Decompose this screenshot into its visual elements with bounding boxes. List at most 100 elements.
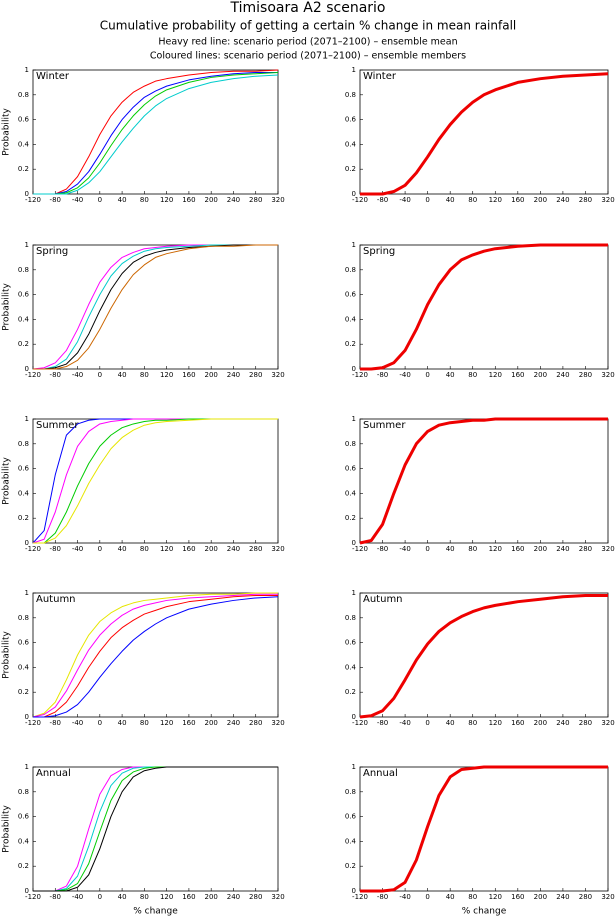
x-tick-label: 80: [468, 371, 477, 379]
x-tick-label: 120: [489, 371, 502, 379]
x-tick-label: 160: [511, 893, 524, 901]
x-tick-label: 320: [271, 545, 284, 553]
x-tick-label: -40: [399, 196, 410, 204]
x-tick-label: 320: [601, 719, 614, 727]
x-tick-label: 80: [468, 719, 477, 727]
y-axis-label: Probability: [2, 457, 12, 505]
y-tick-label: 0.6: [345, 465, 357, 473]
y-tick-label: 0.4: [18, 663, 30, 671]
series-line: [33, 71, 279, 195]
x-tick-label: 200: [204, 545, 217, 553]
y-tick-label: 0: [352, 887, 356, 895]
x-tick-label: 40: [446, 196, 455, 204]
y-tick-label: 1: [352, 66, 356, 74]
x-tick-label: 200: [204, 196, 217, 204]
y-tick-label: 1: [25, 415, 29, 423]
x-tick-label: 320: [271, 719, 284, 727]
x-tick-label: 320: [271, 893, 284, 901]
x-tick-label: 160: [182, 196, 195, 204]
y-tick-label: 0.4: [18, 837, 30, 845]
plot-frame: [359, 244, 609, 370]
x-tick-label: -120: [352, 196, 368, 204]
x-tick-label: 200: [204, 371, 217, 379]
x-tick-label: 120: [160, 545, 173, 553]
x-tick-label: 280: [579, 893, 592, 901]
x-tick-label: -40: [399, 893, 410, 901]
note: Heavy red line: scenario period (2071–21…: [158, 37, 457, 48]
y-tick-label: 0.2: [345, 688, 356, 696]
x-tick-label: -80: [377, 719, 388, 727]
panel-label: Summer: [36, 420, 79, 431]
y-tick-label: 0.8: [18, 91, 29, 99]
title: Timisoara A2 scenario: [230, 0, 386, 16]
x-tick-label: -40: [399, 545, 410, 553]
plot-frame: [359, 766, 609, 892]
y-tick-label: 0.6: [345, 116, 357, 124]
y-tick-label: 0: [25, 887, 29, 895]
plot-frame: [32, 766, 279, 892]
x-tick-label: 80: [140, 893, 149, 901]
x-tick-label: 280: [249, 545, 262, 553]
series-line: [359, 417, 608, 545]
y-tick-label: 0.4: [345, 315, 357, 323]
x-tick-label: 200: [534, 545, 547, 553]
x-tick-label: 320: [601, 893, 614, 901]
y-tick-label: 0.8: [18, 788, 29, 796]
x-tick-label: 320: [601, 371, 614, 379]
x-tick-label: 320: [271, 196, 284, 204]
series-line: [33, 766, 278, 892]
x-tick-label: 240: [556, 893, 569, 901]
x-tick-label: 320: [601, 545, 614, 553]
x-tick-label: 80: [140, 545, 149, 553]
series-line: [33, 594, 278, 718]
plot-frame: [32, 244, 279, 370]
x-tick-label: 40: [446, 371, 455, 379]
x-tick-label: -40: [399, 719, 410, 727]
series-line: [33, 766, 278, 892]
x-tick-label: 240: [556, 371, 569, 379]
series-line: [360, 72, 609, 196]
y-axis-label: Probability: [2, 805, 12, 853]
x-tick-label: 280: [249, 719, 262, 727]
x-tick-label: -120: [25, 371, 41, 379]
x-tick-label: 240: [556, 545, 569, 553]
x-tick-label: -40: [72, 893, 83, 901]
y-tick-label: 0.2: [18, 688, 29, 696]
y-tick-label: 0: [25, 190, 29, 198]
y-tick-label: 0.2: [18, 862, 29, 870]
y-tick-label: 0.8: [345, 266, 356, 274]
x-tick-label: -40: [72, 545, 83, 553]
x-tick-label: 40: [446, 893, 455, 901]
x-tick-label: 160: [511, 545, 524, 553]
x-tick-label: 80: [140, 196, 149, 204]
y-tick-label: 0.8: [345, 614, 356, 622]
panel-label: Spring: [363, 246, 395, 257]
plot-frame: [359, 592, 609, 718]
y-tick-label: 0.8: [345, 788, 356, 796]
x-tick-label: 200: [534, 893, 547, 901]
y-tick-label: 0.4: [345, 489, 357, 497]
x-tick-label: 160: [182, 545, 195, 553]
panel-label: Annual: [36, 768, 71, 779]
x-tick-label: 0: [425, 371, 429, 379]
y-tick-label: 0.2: [345, 514, 356, 522]
x-tick-label: 200: [534, 196, 547, 204]
series-line: [33, 766, 278, 892]
x-tick-label: 40: [118, 893, 127, 901]
x-tick-label: 200: [204, 719, 217, 727]
x-tick-label: 80: [140, 371, 149, 379]
y-tick-label: 0.2: [18, 514, 29, 522]
series-line: [33, 244, 278, 370]
y-tick-label: 0.2: [345, 862, 356, 870]
panel-label: Summer: [363, 420, 406, 431]
panel-label: Autumn: [36, 594, 76, 605]
x-tick-label: -40: [399, 371, 410, 379]
y-axis-label: Probability: [2, 631, 12, 679]
x-tick-label: 240: [556, 719, 569, 727]
y-axis-label: Probability: [2, 108, 12, 156]
x-tick-label: -80: [377, 545, 388, 553]
plot-frame: [32, 69, 279, 195]
x-tick-label: -80: [50, 893, 61, 901]
x-tick-label: -80: [50, 719, 61, 727]
